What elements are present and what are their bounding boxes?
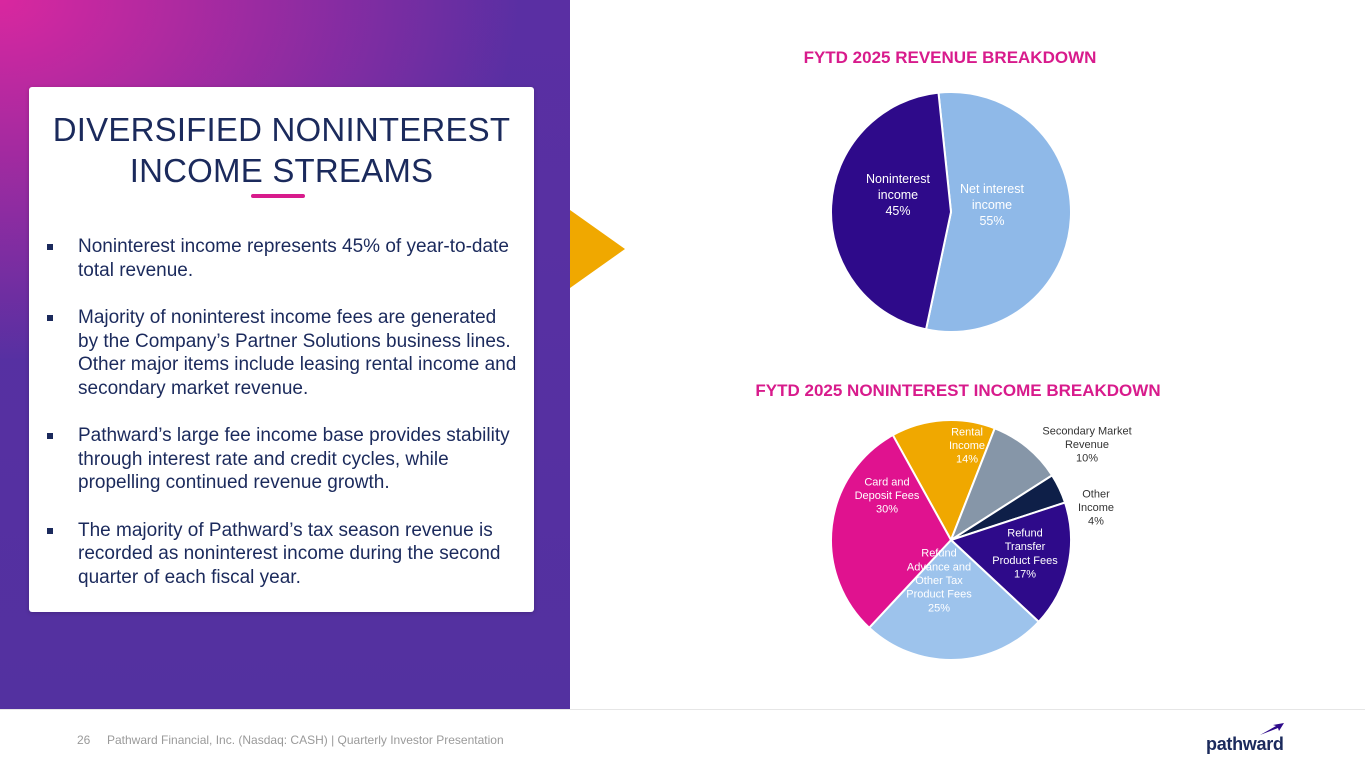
bullet-item: The majority of Pathward’s tax season re…: [47, 519, 517, 590]
bullet-square-icon: [47, 244, 53, 250]
page-number: 26: [77, 733, 91, 747]
footer-note: Pathward Financial, Inc. (Nasdaq: CASH) …: [107, 733, 504, 747]
pie-slice-noninterest-income: [830, 91, 953, 331]
noninterest-chart-title: FYTD 2025 NONINTEREST INCOME BREAKDOWN: [755, 381, 1161, 400]
pie-slice-card-and-deposit-fees: [830, 433, 953, 630]
logo-swoosh-icon: [1260, 723, 1284, 735]
content-card: DIVERSIFIED NONINTEREST INCOME STREAMS N…: [29, 87, 534, 612]
bullet-square-icon: [47, 315, 53, 321]
bullet-text: The majority of Pathward’s tax season re…: [78, 519, 501, 588]
data-label: Rental Income 14%: [949, 426, 985, 465]
footer-divider: [0, 709, 1365, 710]
bullet-item: Majority of noninterest income fees are …: [47, 306, 517, 400]
bullet-item: Noninterest income represents 45% of yea…: [47, 235, 517, 282]
data-label: Net interest income 55%: [960, 182, 1024, 228]
title-underline: [251, 194, 305, 198]
bullet-list: Noninterest income represents 45% of yea…: [47, 235, 517, 613]
bullet-square-icon: [47, 527, 53, 534]
data-label: Card and Deposit Fees 30%: [855, 476, 920, 515]
bullet-text: Pathward’s large fee income base provide…: [78, 425, 510, 493]
data-label: Other Income 4%: [1078, 488, 1114, 527]
pie-slice-refund-transfer-product-fees: [949, 501, 1072, 624]
slide-title: DIVERSIFIED NONINTEREST INCOME STREAMS: [52, 111, 511, 189]
data-label: Refund Transfer Product Fees 17%: [992, 528, 1058, 581]
revenue-pie-chart: Net interest income 55% Noninterest income 45…: [830, 91, 1132, 661]
pie-slice-refund-advance-and-other-tax-product-fees: [867, 538, 1041, 661]
data-label: Refund Advance and Other Tax Product Fees 25…: [906, 548, 972, 615]
data-label: Secondary Market Revenue 10%: [1042, 425, 1131, 464]
bullet-item: Pathward’s large fee income base provide…: [47, 424, 517, 495]
bullet-text: Noninterest income represents 45% of yea…: [78, 236, 509, 281]
bullet-text: Majority of noninterest income fees are …: [78, 307, 517, 399]
bullet-square-icon: [47, 433, 53, 439]
pie-slice-rental-income: [891, 419, 997, 543]
pie-slice-net-interest-income: [924, 91, 1072, 333]
data-label: Noninterest income 45%: [866, 172, 930, 218]
arrow-pointer-icon: [570, 210, 625, 288]
revenue-chart-title: FYTD 2025 REVENUE BREAKDOWN: [803, 48, 1097, 67]
pie-slice-secondary-market-revenue: [948, 426, 1054, 543]
logo-wordmark: pathward: [1206, 734, 1284, 754]
pathward-logo: pathward: [1206, 722, 1292, 756]
